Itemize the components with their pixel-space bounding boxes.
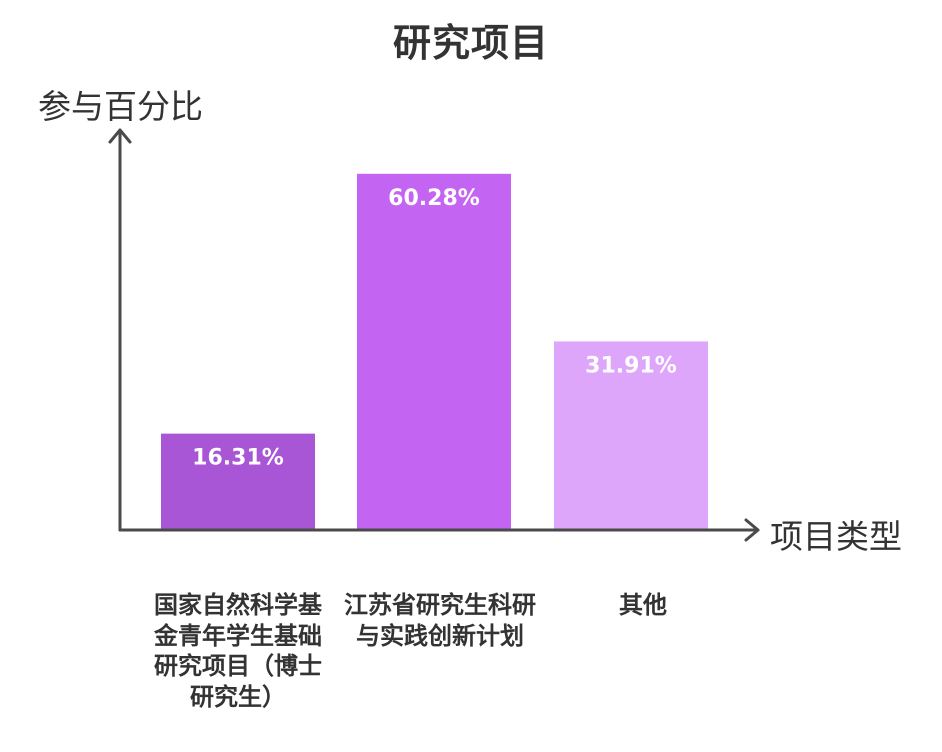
y-axis-label: 参与百分比 [38, 87, 203, 126]
data-label-2: 60.28% [388, 186, 480, 211]
category-label-2: 江苏省研究生科研与实践创新计划 [344, 591, 536, 650]
x-axis-label: 项目类型 [770, 517, 902, 556]
category-label-1: 国家自然科学基金青年学生基础研究项目（博士研究生） [154, 591, 322, 712]
bar-1 [161, 433, 315, 530]
data-label-3: 31.91% [585, 353, 677, 378]
x-axis-line [118, 518, 760, 542]
data-label-1: 16.31% [192, 446, 284, 471]
y-axis-line [108, 128, 132, 532]
chart-title: 研究项目 [392, 21, 549, 65]
bar-2 [357, 173, 511, 531]
category-label-3: 其他 [619, 591, 667, 619]
bar-3 [554, 341, 708, 530]
